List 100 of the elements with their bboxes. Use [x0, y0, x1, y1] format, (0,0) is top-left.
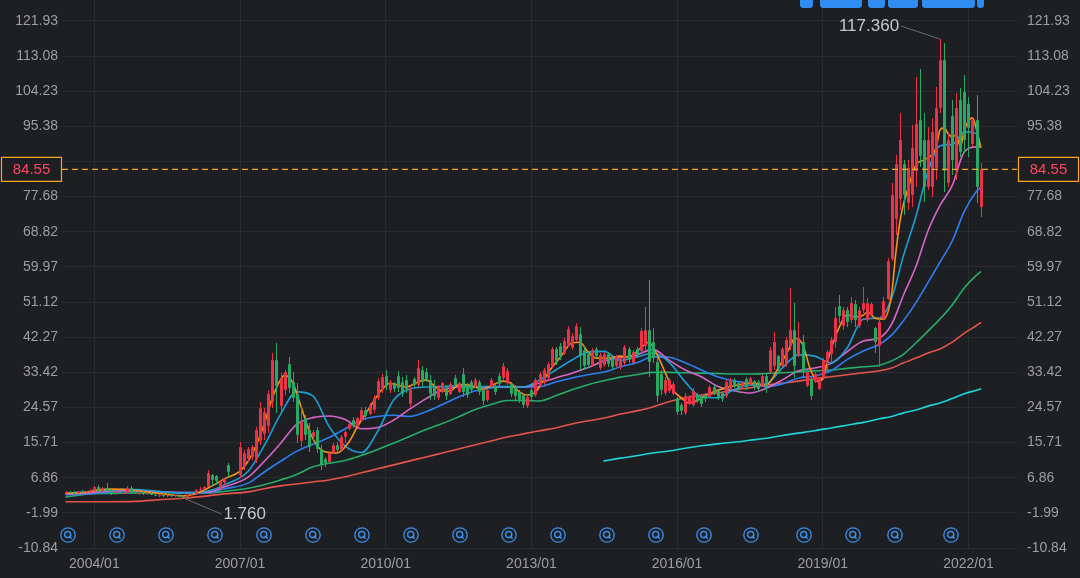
candlestick [939, 38, 942, 114]
candlestick [445, 384, 448, 401]
candlestick [632, 349, 635, 366]
candlestick [704, 392, 707, 403]
candlestick [530, 387, 533, 401]
candlestick [449, 381, 452, 396]
candlestick [397, 370, 400, 393]
candlestick [963, 74, 966, 154]
candlestick [648, 279, 651, 378]
candlestick [510, 381, 513, 398]
y2-tick-label: 77.68 [1027, 187, 1063, 204]
candlestick [607, 351, 610, 368]
y-tick-label: 59.97 [22, 257, 59, 274]
candlestick [215, 474, 218, 486]
candlestick [579, 326, 582, 371]
candlestick [352, 416, 355, 429]
candlestick [203, 485, 206, 491]
candlestick [470, 379, 473, 394]
candlestick [462, 367, 465, 398]
y-tick-label: -1.99 [26, 503, 59, 520]
candlestick [721, 391, 724, 403]
y2-tick-label: 95.38 [1027, 117, 1063, 134]
candlestick [980, 162, 983, 218]
candlestick [300, 406, 303, 448]
candlestick [636, 346, 639, 359]
candlestick [429, 374, 432, 401]
y-tick-label: 121.93 [15, 11, 59, 28]
candlestick [818, 376, 821, 391]
y2-tick-label: 42.27 [1027, 328, 1063, 345]
candlestick [603, 351, 606, 368]
candlestick [207, 469, 210, 487]
candlestick [713, 384, 716, 396]
candlestick [664, 376, 667, 396]
candlestick [773, 331, 776, 371]
candlestick [700, 394, 703, 408]
candlestick [838, 294, 841, 324]
candlestick [486, 387, 489, 403]
candlestick [409, 386, 412, 408]
annotation: 1.760 [223, 503, 266, 523]
candlestick [882, 296, 885, 321]
candlestick [668, 377, 671, 394]
candlestick [615, 354, 618, 368]
candlestick [725, 379, 728, 399]
y-tick-label: 6.86 [30, 468, 59, 485]
candlestick [623, 344, 626, 366]
candlestick [178, 493, 181, 497]
y-tick-label: 113.08 [16, 46, 59, 63]
candlestick [106, 482, 109, 494]
candlestick [364, 406, 367, 421]
y2-tick-label: 33.42 [1027, 363, 1063, 380]
candlestick [93, 485, 96, 493]
candlestick [555, 346, 558, 366]
y-tick-label: 15.71 [22, 433, 59, 450]
candlestick [599, 352, 602, 371]
y2-tick-label: 68.82 [1027, 222, 1063, 239]
y-tick-label: 68.82 [22, 222, 59, 239]
candlestick [360, 406, 363, 423]
candlestick [126, 485, 129, 493]
candlestick [870, 301, 873, 318]
x-tick-label: 2016/01 [651, 555, 703, 572]
candlestick [765, 372, 768, 394]
candlestick [494, 384, 497, 396]
candlestick [878, 316, 881, 368]
candlestick [506, 367, 509, 386]
candlestick [421, 365, 424, 389]
candlestick [433, 379, 436, 401]
candlestick [97, 484, 100, 493]
candlestick [672, 381, 675, 396]
y-tick-label: 33.42 [22, 363, 59, 380]
candlestick [591, 347, 594, 368]
candlestick [976, 94, 979, 204]
candlestick [348, 422, 351, 431]
candlestick [741, 381, 744, 389]
candlestick [595, 346, 598, 359]
candlestick [696, 392, 699, 404]
y2-tick-label: 6.86 [1027, 468, 1055, 485]
line-series [603, 388, 982, 462]
candlestick [328, 451, 331, 464]
candlestick [858, 306, 861, 329]
candlestick [846, 306, 849, 328]
candlestick [539, 371, 542, 388]
candlestick [458, 381, 461, 394]
candlestick [761, 374, 764, 388]
candlestick [344, 429, 347, 444]
candlestick [332, 442, 335, 453]
candlestick [887, 257, 890, 301]
candlestick [559, 342, 562, 361]
candlestick [377, 377, 380, 401]
y2-tick-label: 51.12 [1027, 292, 1063, 309]
candlestick [717, 389, 720, 401]
x-tick-label: 2007/01 [214, 555, 266, 572]
candlestick [733, 377, 736, 389]
candlestick [587, 351, 590, 369]
y2-tick-label: 59.97 [1027, 257, 1063, 274]
y2-tick-label: -1.99 [1027, 503, 1060, 520]
candlestick [130, 485, 133, 494]
candlestick [737, 381, 740, 393]
x-tick-label: 2022/01 [943, 555, 994, 572]
y2-tick-label: -10.84 [1027, 538, 1067, 555]
candlestick [239, 441, 242, 479]
